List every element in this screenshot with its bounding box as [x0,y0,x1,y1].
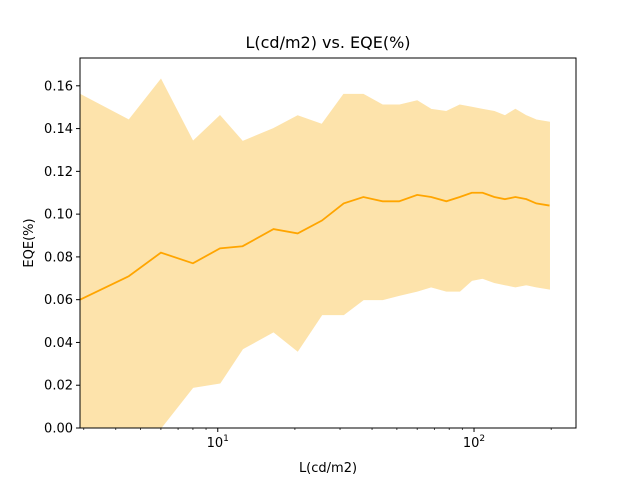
x-axis-label: L(cd/m2) [299,461,357,476]
y-tick-label: 0.10 [44,208,73,223]
x-axis: 101 102 [83,428,552,451]
confidence-band-0 [79,78,550,429]
y-tick-label: 0.06 [44,293,73,308]
confidence-band-layer [79,78,550,429]
plot-frame [79,57,577,429]
x-tick-exponent: 1 [223,434,229,444]
y-tick-label: 0.14 [44,122,73,137]
y-tick-label: 0.04 [44,336,73,351]
y-tick-label: 0.08 [44,250,73,265]
x-tick-label: 102 [463,434,485,451]
x-tick-label: 101 [207,434,229,451]
y-tick-label: 0.12 [44,165,73,180]
y-tick-label: 0.16 [44,79,73,94]
x-tick-base: 10 [207,436,224,451]
mean-line-layer [79,191,550,301]
y-axis-label: EQE(%) [22,218,37,267]
x-tick-base: 10 [463,436,480,451]
y-tick-label: 0.00 [44,422,73,437]
y-axis: 0.00 0.02 0.04 0.06 0.08 0.10 0.12 0.14 0.16 [44,79,80,437]
chart-title: L(cd/m2) vs. EQE(%) [245,33,410,52]
y-tick-label: 0.02 [44,379,73,394]
mean-line-0 [79,191,550,301]
plot-area [79,78,550,429]
x-tick-exponent: 2 [479,434,485,444]
